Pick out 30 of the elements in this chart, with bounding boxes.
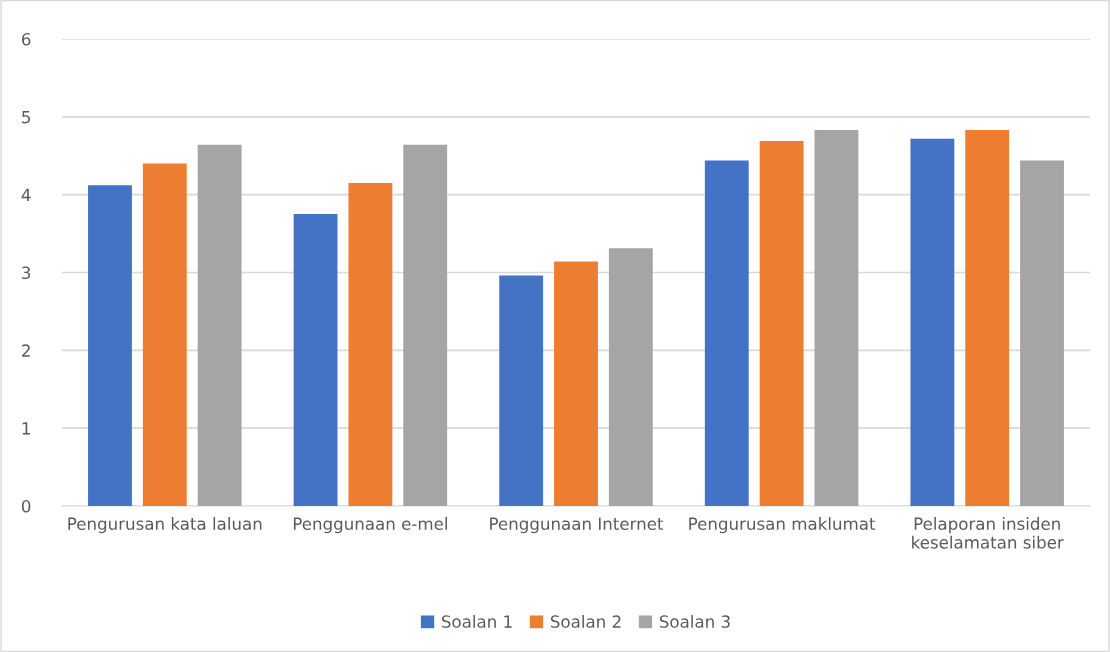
bar <box>1020 160 1064 506</box>
x-tick-label: Pengurusan kata laluan <box>68 517 262 534</box>
y-tick-label: 6 <box>22 32 31 46</box>
x-tick-label: Penggunaan Internet <box>490 517 664 534</box>
y-tick-label: 4 <box>21 188 31 201</box>
y-tick-label: 0 <box>21 499 31 513</box>
legend-label: Soalan 3 <box>659 614 730 628</box>
y-tick-label: 1 <box>22 422 30 435</box>
bar <box>554 261 598 506</box>
x-tick-label: Penggunaan e-mel <box>293 517 447 534</box>
bar <box>499 275 544 506</box>
bar <box>814 130 859 506</box>
x-tick-label: Pengurusan maklumat <box>689 517 876 534</box>
bar <box>88 185 132 506</box>
x-tick-label: Pelaporan insiden keselamatan siber <box>912 517 1064 549</box>
bar <box>348 182 393 506</box>
y-tick-label: 2 <box>22 344 30 357</box>
bar <box>910 138 955 506</box>
legend-label: Soalan 2 <box>550 614 621 628</box>
bar <box>403 144 448 506</box>
bar <box>197 144 242 506</box>
y-tick-label: 3 <box>22 266 31 280</box>
legend-label: Soalan 1 <box>441 614 512 628</box>
bar <box>965 130 1010 506</box>
y-tick-label: 5 <box>22 111 30 124</box>
bar <box>704 160 749 506</box>
bar <box>293 214 338 506</box>
bar <box>759 140 804 506</box>
bar <box>608 248 653 506</box>
bar <box>142 163 187 506</box>
